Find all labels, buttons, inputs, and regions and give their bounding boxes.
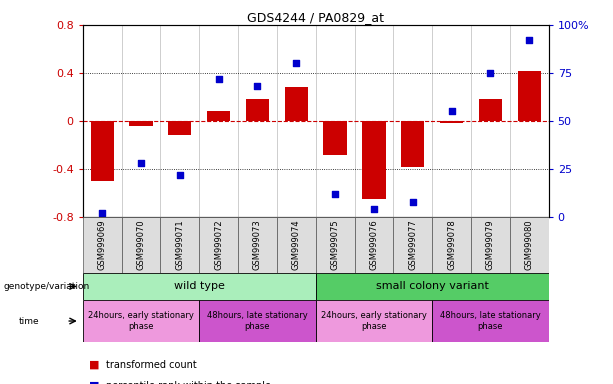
- Text: GSM999076: GSM999076: [370, 219, 378, 270]
- Point: [524, 37, 534, 43]
- Bar: [316, 300, 432, 342]
- Point: [214, 76, 224, 82]
- Bar: [517, 71, 541, 121]
- Bar: [238, 217, 277, 273]
- Bar: [199, 300, 316, 342]
- Bar: [479, 99, 502, 121]
- Bar: [432, 300, 549, 342]
- Point: [330, 191, 340, 197]
- Point: [291, 60, 301, 66]
- Bar: [207, 111, 230, 121]
- Text: GSM999077: GSM999077: [408, 219, 417, 270]
- Bar: [394, 217, 432, 273]
- Text: GSM999073: GSM999073: [253, 219, 262, 270]
- Point: [485, 70, 495, 76]
- Text: 48hours, late stationary
phase: 48hours, late stationary phase: [207, 311, 308, 331]
- Text: GSM999078: GSM999078: [447, 219, 456, 270]
- Bar: [401, 121, 424, 167]
- Text: GSM999074: GSM999074: [292, 220, 301, 270]
- Bar: [316, 273, 549, 300]
- Bar: [168, 121, 191, 136]
- Text: GSM999071: GSM999071: [175, 220, 185, 270]
- Bar: [510, 217, 549, 273]
- Bar: [362, 121, 386, 199]
- Bar: [129, 121, 153, 126]
- Point: [253, 83, 262, 89]
- Bar: [316, 217, 354, 273]
- Point: [136, 160, 146, 166]
- Bar: [161, 217, 199, 273]
- Text: wild type: wild type: [174, 281, 224, 291]
- Bar: [121, 217, 161, 273]
- Text: GSM999075: GSM999075: [330, 220, 340, 270]
- Point: [175, 172, 185, 178]
- Bar: [354, 217, 394, 273]
- Text: GSM999069: GSM999069: [97, 220, 107, 270]
- Bar: [91, 121, 114, 181]
- Bar: [324, 121, 347, 155]
- Text: small colony variant: small colony variant: [376, 281, 489, 291]
- Text: 24hours, early stationary
phase: 24hours, early stationary phase: [88, 311, 194, 331]
- Text: percentile rank within the sample: percentile rank within the sample: [106, 381, 271, 384]
- Text: time: time: [18, 316, 39, 326]
- Bar: [277, 217, 316, 273]
- Bar: [83, 217, 121, 273]
- Title: GDS4244 / PA0829_at: GDS4244 / PA0829_at: [247, 11, 384, 24]
- Text: GSM999072: GSM999072: [214, 220, 223, 270]
- Bar: [83, 300, 199, 342]
- Text: 48hours, late stationary
phase: 48hours, late stationary phase: [440, 311, 541, 331]
- Text: GSM999070: GSM999070: [137, 220, 145, 270]
- Text: 24hours, early stationary
phase: 24hours, early stationary phase: [321, 311, 427, 331]
- Bar: [432, 217, 471, 273]
- Bar: [246, 99, 269, 121]
- Bar: [284, 88, 308, 121]
- Bar: [471, 217, 510, 273]
- Text: transformed count: transformed count: [106, 360, 197, 370]
- Text: GSM999080: GSM999080: [525, 220, 534, 270]
- Point: [447, 108, 457, 114]
- Bar: [83, 273, 316, 300]
- Text: GSM999079: GSM999079: [486, 220, 495, 270]
- Text: ■: ■: [89, 360, 99, 370]
- Text: genotype/variation: genotype/variation: [3, 282, 89, 291]
- Bar: [199, 217, 238, 273]
- Point: [97, 210, 107, 216]
- Bar: [440, 121, 463, 123]
- Text: ■: ■: [89, 381, 99, 384]
- Point: [408, 199, 417, 205]
- Point: [369, 206, 379, 212]
